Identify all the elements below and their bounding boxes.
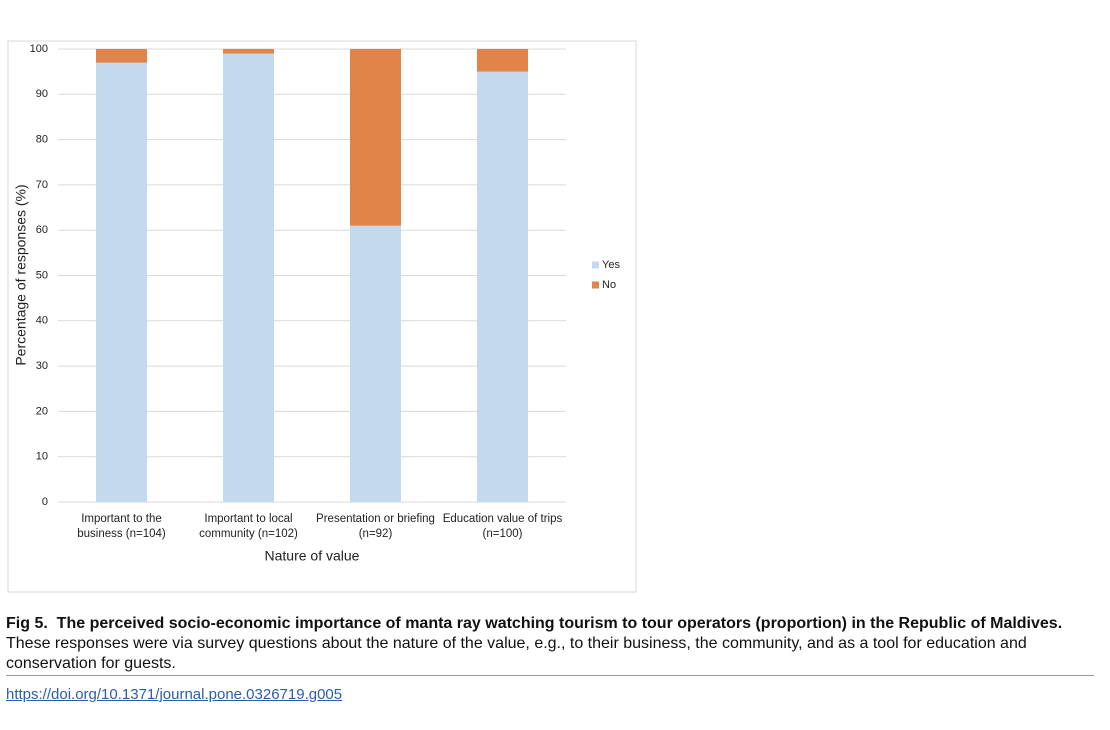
- y-tick-label: 70: [36, 179, 48, 191]
- caption-text: These responses were via survey question…: [6, 635, 1027, 672]
- bar-segment: [350, 49, 401, 226]
- x-axis-title: Nature of value: [265, 548, 360, 564]
- y-tick-label: 90: [36, 88, 48, 100]
- legend-swatch: [592, 281, 599, 289]
- divider: [6, 675, 1094, 676]
- y-tick-label: 10: [36, 451, 48, 463]
- y-tick-label: 20: [36, 405, 48, 417]
- caption: Fig 5. The perceived socio-economic impo…: [6, 614, 1096, 674]
- bar-segment: [350, 225, 401, 503]
- bar-segment: [96, 62, 147, 503]
- bar-segment: [223, 49, 274, 54]
- y-tick-label: 40: [36, 315, 48, 327]
- chart-frame: [7, 40, 637, 593]
- y-axis-title: Percentage of responses (%): [13, 184, 29, 365]
- legend-label: Yes: [602, 259, 620, 271]
- caption-title: The perceived socio-economic importance …: [56, 615, 1063, 632]
- chart: Percentage of responses (%) Nature of va…: [7, 40, 637, 593]
- y-tick-label: 80: [36, 134, 48, 146]
- y-tick-label: 0: [42, 496, 48, 508]
- caption-label: Fig 5.: [6, 615, 48, 632]
- bar-segment: [477, 71, 528, 503]
- y-tick-label: 60: [36, 224, 48, 236]
- y-tick-label: 100: [30, 43, 48, 55]
- legend-label: No: [602, 279, 616, 291]
- doi-link[interactable]: https://doi.org/10.1371/journal.pone.032…: [6, 686, 343, 703]
- bar-segment: [477, 49, 528, 72]
- y-tick-label: 30: [36, 360, 48, 372]
- x-tick-label: Presentation or briefing (n=92): [316, 513, 435, 540]
- bar-segment: [223, 53, 274, 502]
- x-tick-label: Important to local community (n=102): [199, 513, 298, 540]
- x-tick-label: Education value of trips (n=100): [442, 513, 563, 540]
- y-tick-label: 50: [36, 269, 48, 281]
- bar-segment: [96, 49, 147, 63]
- x-tick-label: Important to the business (n=104): [77, 513, 166, 540]
- legend-swatch: [592, 261, 599, 269]
